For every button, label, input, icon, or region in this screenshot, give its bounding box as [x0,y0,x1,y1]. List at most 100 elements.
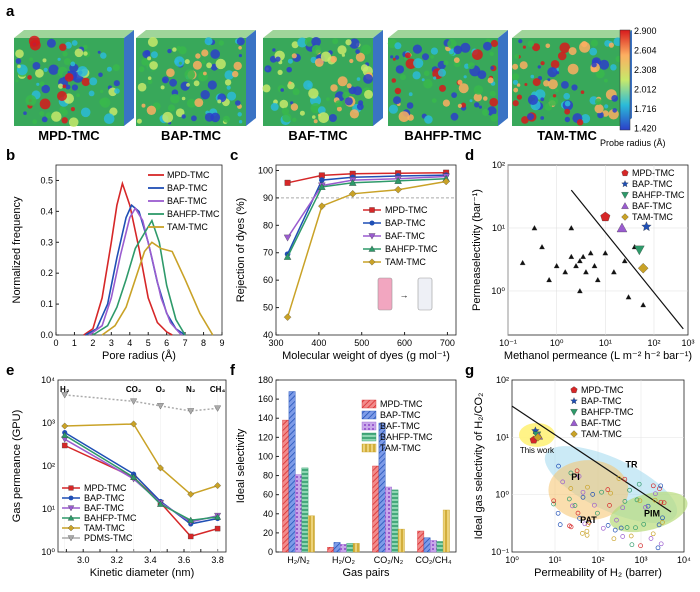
literature-point [614,517,619,523]
legend-label: MPD-TMC [380,399,423,409]
pore-blob [162,78,167,83]
pore-blob [516,83,521,87]
pore-blob [238,120,243,124]
pore-blob [162,111,174,123]
literature-point [546,276,552,283]
pore-blob [81,77,91,87]
y-tick-label: 0.2 [40,268,53,278]
pore-blob [204,37,213,46]
pore-blob [142,50,151,59]
data-point [130,420,138,428]
y-tick-label: 40 [263,509,273,519]
pore-blob [15,58,22,64]
x-tick-label: H₂/O₂ [332,555,355,565]
pore-blob [57,57,61,61]
literature-point [650,531,656,537]
pore-blob [109,107,118,116]
pore-blob [169,78,178,87]
literature-point [652,497,658,503]
pore-blob [280,88,285,92]
gas-label: N₂ [186,385,196,394]
pore-blob [210,49,220,59]
pore-blob [195,53,201,59]
pore-blob [571,84,578,91]
literature-point [556,463,561,469]
pore-blob [57,91,67,101]
pore-blob [421,78,425,82]
x-tick-label: 5 [146,338,151,348]
pore-blob [288,81,292,85]
pore-blob [100,89,104,94]
literature-point [551,498,557,504]
cube-top-face [14,30,134,38]
y-tick-label: 10² [492,160,505,170]
legend-marker [67,514,75,521]
pore-blob [98,72,103,78]
legend-marker [68,485,74,491]
pore-blob [320,51,332,62]
panel-b-letter: b [6,147,15,164]
gas-label: CO₂ [126,385,142,394]
pore-blob [330,55,337,63]
pore-blob [262,84,271,93]
pore-blob [545,43,551,49]
pore-blob [608,42,615,48]
literature-point [584,528,590,534]
pore-blob [89,77,98,86]
legend-swatch [361,432,377,442]
pore-blob [314,58,324,67]
literature-point [580,531,585,536]
literature-point [655,545,661,551]
literature-point [658,499,664,505]
pore-blob [489,51,494,56]
pore-blob [564,116,571,123]
pore-blob [184,59,190,65]
pore-blob [201,59,206,65]
legend-label: MPD-TMC [84,483,127,493]
pore-blob [483,96,488,101]
literature-point [585,484,590,490]
pore-blob [412,71,421,80]
pore-blob [114,88,120,94]
pore-blob [181,96,186,101]
pore-blob [412,44,422,54]
pore-blob [490,113,499,122]
pore-blob [224,79,232,86]
colorbar-title: Probe radius (Å) [600,138,666,148]
pore-blob [612,108,617,113]
literature-point [555,510,561,516]
pore-blob [535,89,546,100]
y-tick-label: 60 [263,275,273,285]
structure-label: BAP-TMC [161,128,222,143]
legend-marker [621,213,629,221]
pore-blob [400,74,406,81]
x-axis-title: Molecular weight of dyes (g mol⁻¹) [282,350,450,362]
pore-blob [227,91,237,101]
y-tick-label: 70 [263,248,273,258]
y-axis-title: Permeaselectivity (bar⁻¹) [471,189,483,311]
structure-label: BAF-TMC [288,128,348,143]
pore-blob [422,53,429,61]
y-tick-label: 10¹ [42,504,55,514]
plot-frame [275,379,457,553]
literature-point [605,487,611,492]
pore-blob [547,79,558,90]
pore-blob [591,61,597,68]
pore-blob [467,62,475,70]
pore-blob [166,68,175,77]
pore-blob [512,73,519,81]
pore-blob [611,95,619,102]
y-tick-label: 100 [258,451,273,461]
pore-blob [299,110,305,116]
panel-f-letter: f [230,362,236,379]
literature-point [620,505,626,511]
pore-blob [512,63,519,70]
legend-marker [67,505,75,512]
pore-blob [167,104,176,112]
y-axis-title: Ideal gas selectivity of H₂/CO₂ [473,393,485,540]
legend-label: MPD-TMC [385,205,428,215]
legend-label: MPD-TMC [632,168,675,178]
y-tick-label: 160 [258,394,273,404]
literature-point [557,522,563,527]
